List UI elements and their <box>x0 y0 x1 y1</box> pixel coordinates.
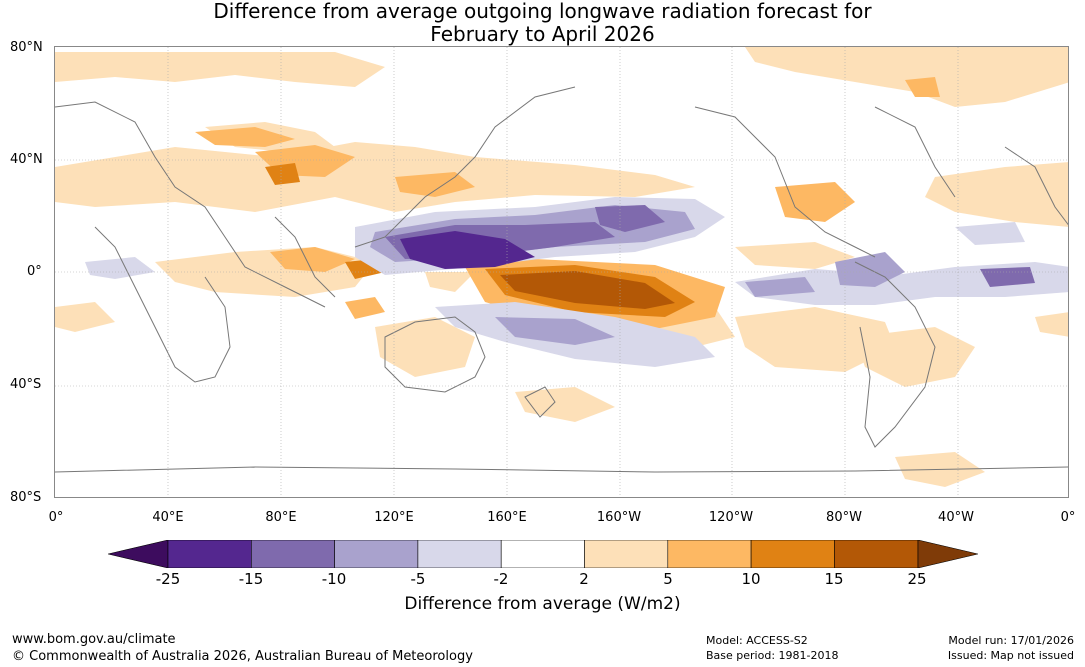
footer-left: www.bom.gov.au/climate © Commonwealth of… <box>12 631 473 665</box>
map-title: Difference from average outgoing longwav… <box>0 0 1085 46</box>
colorbar-segment <box>334 540 419 568</box>
model-name: Model: ACCESS-S2 <box>706 634 808 647</box>
colorbar-tick: -10 <box>321 570 347 588</box>
anomaly-15-to-25-regions <box>500 271 675 309</box>
footer-model-info: Model: ACCESS-S2 Base period: 1981-2018 <box>706 633 838 663</box>
base-period: Base period: 1981-2018 <box>706 649 839 662</box>
map-canvas <box>55 47 1068 497</box>
anomaly-minus15-to-minus25-regions <box>400 231 535 269</box>
title-line-1: Difference from average outgoing longwav… <box>213 0 872 23</box>
colorbar-tick: 5 <box>663 570 673 588</box>
issued-status: Issued: Map not issued <box>947 649 1074 662</box>
lon-label-120w: 120°W <box>708 510 754 525</box>
bom-url-link[interactable]: www.bom.gov.au/climate <box>12 632 176 647</box>
gridlines <box>55 47 1068 497</box>
colorbar-label: Difference from average (W/m2) <box>404 594 681 614</box>
colorbar-tick: 25 <box>907 570 927 588</box>
colorbar-tick: -15 <box>238 570 264 588</box>
colorbar <box>108 540 978 568</box>
colorbar-segment <box>251 540 335 568</box>
copyright-text: © Commonwealth of Australia 2026, Austra… <box>12 649 473 664</box>
lon-label-160w: 160°W <box>596 510 642 525</box>
footer-run-info: Model run: 17/01/2026 Issued: Map not is… <box>948 633 1074 663</box>
colorbar-tick: -2 <box>493 570 509 588</box>
lat-label-80s: 80°S <box>10 490 42 505</box>
olr-anomaly-map <box>54 46 1069 498</box>
lon-label-40w: 40°W <box>938 510 974 525</box>
title-line-2: February to April 2026 <box>430 22 655 46</box>
colorbar-segment <box>750 540 835 568</box>
lat-label-40n: 40°N <box>10 152 43 167</box>
colorbar-tick: 2 <box>579 570 589 588</box>
colorbar-segment <box>167 540 252 568</box>
colorbar-tick: -5 <box>410 570 426 588</box>
lon-label-160e: 160°E <box>487 510 527 525</box>
colorbar-tick: -25 <box>155 570 181 588</box>
colorbar-tick: 15 <box>824 570 844 588</box>
colorbar-tick: 10 <box>741 570 761 588</box>
colorbar-segment <box>584 540 669 568</box>
lat-label-80n: 80°N <box>10 40 43 55</box>
colorbar-min-arrow <box>108 540 169 568</box>
model-run-date: Model run: 17/01/2026 <box>948 634 1074 647</box>
coastlines <box>55 86 1068 473</box>
colorbar-segment <box>417 540 502 568</box>
lon-label-0: 0° <box>48 510 64 525</box>
lon-label-40e: 40°E <box>152 510 184 525</box>
lon-label-120e: 120°E <box>374 510 414 525</box>
colorbar-segment <box>667 540 752 568</box>
lat-label-40s: 40°S <box>10 377 42 392</box>
colorbar-segment <box>834 540 919 568</box>
lon-label-80w: 80°W <box>826 510 862 525</box>
lat-label-0: 0° <box>27 264 42 279</box>
lon-label-0-east: 0° <box>1060 510 1076 525</box>
colorbar-segment <box>500 540 585 568</box>
lon-label-80e: 80°E <box>265 510 297 525</box>
colorbar-max-arrow <box>917 540 978 568</box>
